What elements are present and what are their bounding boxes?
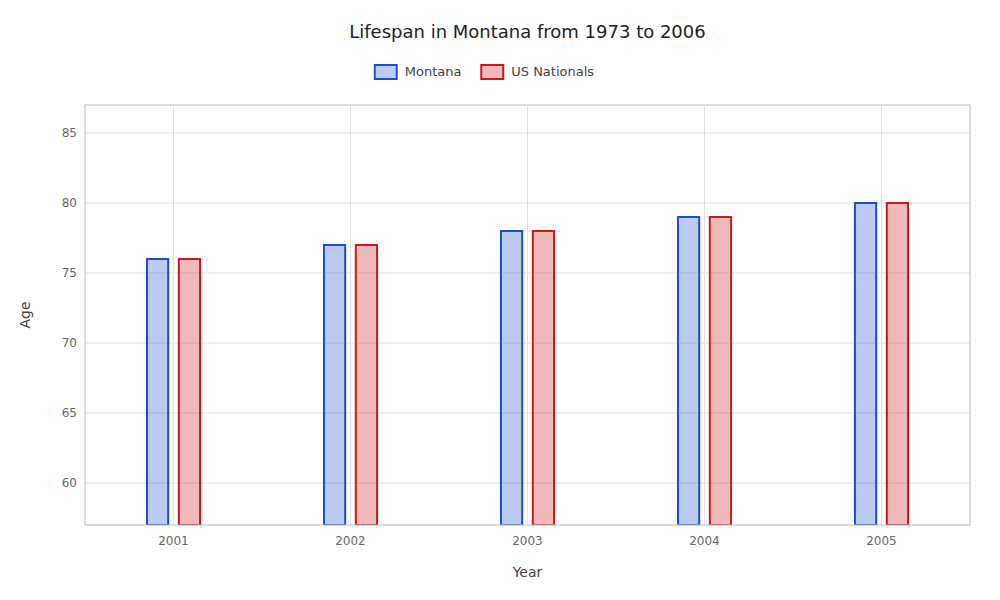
x-axis-label: Year bbox=[512, 564, 543, 580]
chart-container: 60 65 70 75 80 85 2001 2002 2003 2004 2005 Lifespan… bbox=[0, 0, 1000, 600]
y-tick-label: 85 bbox=[62, 126, 77, 140]
x-grid-line bbox=[173, 105, 174, 525]
bar bbox=[855, 203, 876, 525]
plot-frame bbox=[85, 105, 970, 525]
x-tick-label: 2003 bbox=[512, 534, 543, 548]
y-tick-label: 65 bbox=[62, 406, 77, 420]
legend-label: US Nationals bbox=[511, 64, 594, 79]
x-grid-line bbox=[881, 105, 882, 525]
bar bbox=[501, 231, 522, 525]
x-tick-label: 2001 bbox=[158, 534, 189, 548]
legend: Montana US Nationals bbox=[375, 64, 595, 80]
bar bbox=[678, 217, 699, 525]
bars bbox=[147, 203, 908, 525]
bar bbox=[324, 245, 345, 525]
x-tick-label: 2005 bbox=[866, 534, 897, 548]
x-tick-label: 2002 bbox=[335, 534, 366, 548]
legend-swatch bbox=[481, 65, 503, 79]
y-tick-label: 75 bbox=[62, 266, 77, 280]
y-tick-label: 80 bbox=[62, 196, 77, 210]
legend-label: Montana bbox=[405, 64, 462, 79]
bar bbox=[356, 245, 377, 525]
x-grid-line bbox=[527, 105, 528, 525]
y-tick-label: 60 bbox=[62, 476, 77, 490]
y-axis-label: Age bbox=[17, 301, 33, 328]
bar bbox=[533, 231, 554, 525]
chart-svg: 60 65 70 75 80 85 2001 2002 2003 2004 2005 Lifespan… bbox=[0, 0, 1000, 600]
bar bbox=[887, 203, 908, 525]
x-grid-line bbox=[704, 105, 705, 525]
legend-swatch bbox=[375, 65, 397, 79]
title: Lifespan in Montana from 1973 to 2006 bbox=[349, 21, 705, 42]
bar bbox=[147, 259, 168, 525]
x-grid-line bbox=[350, 105, 351, 525]
background bbox=[0, 0, 1000, 600]
y-tick-label: 70 bbox=[62, 336, 77, 350]
bar bbox=[179, 259, 200, 525]
bar bbox=[710, 217, 731, 525]
grid bbox=[85, 105, 970, 525]
x-tick-label: 2004 bbox=[689, 534, 720, 548]
